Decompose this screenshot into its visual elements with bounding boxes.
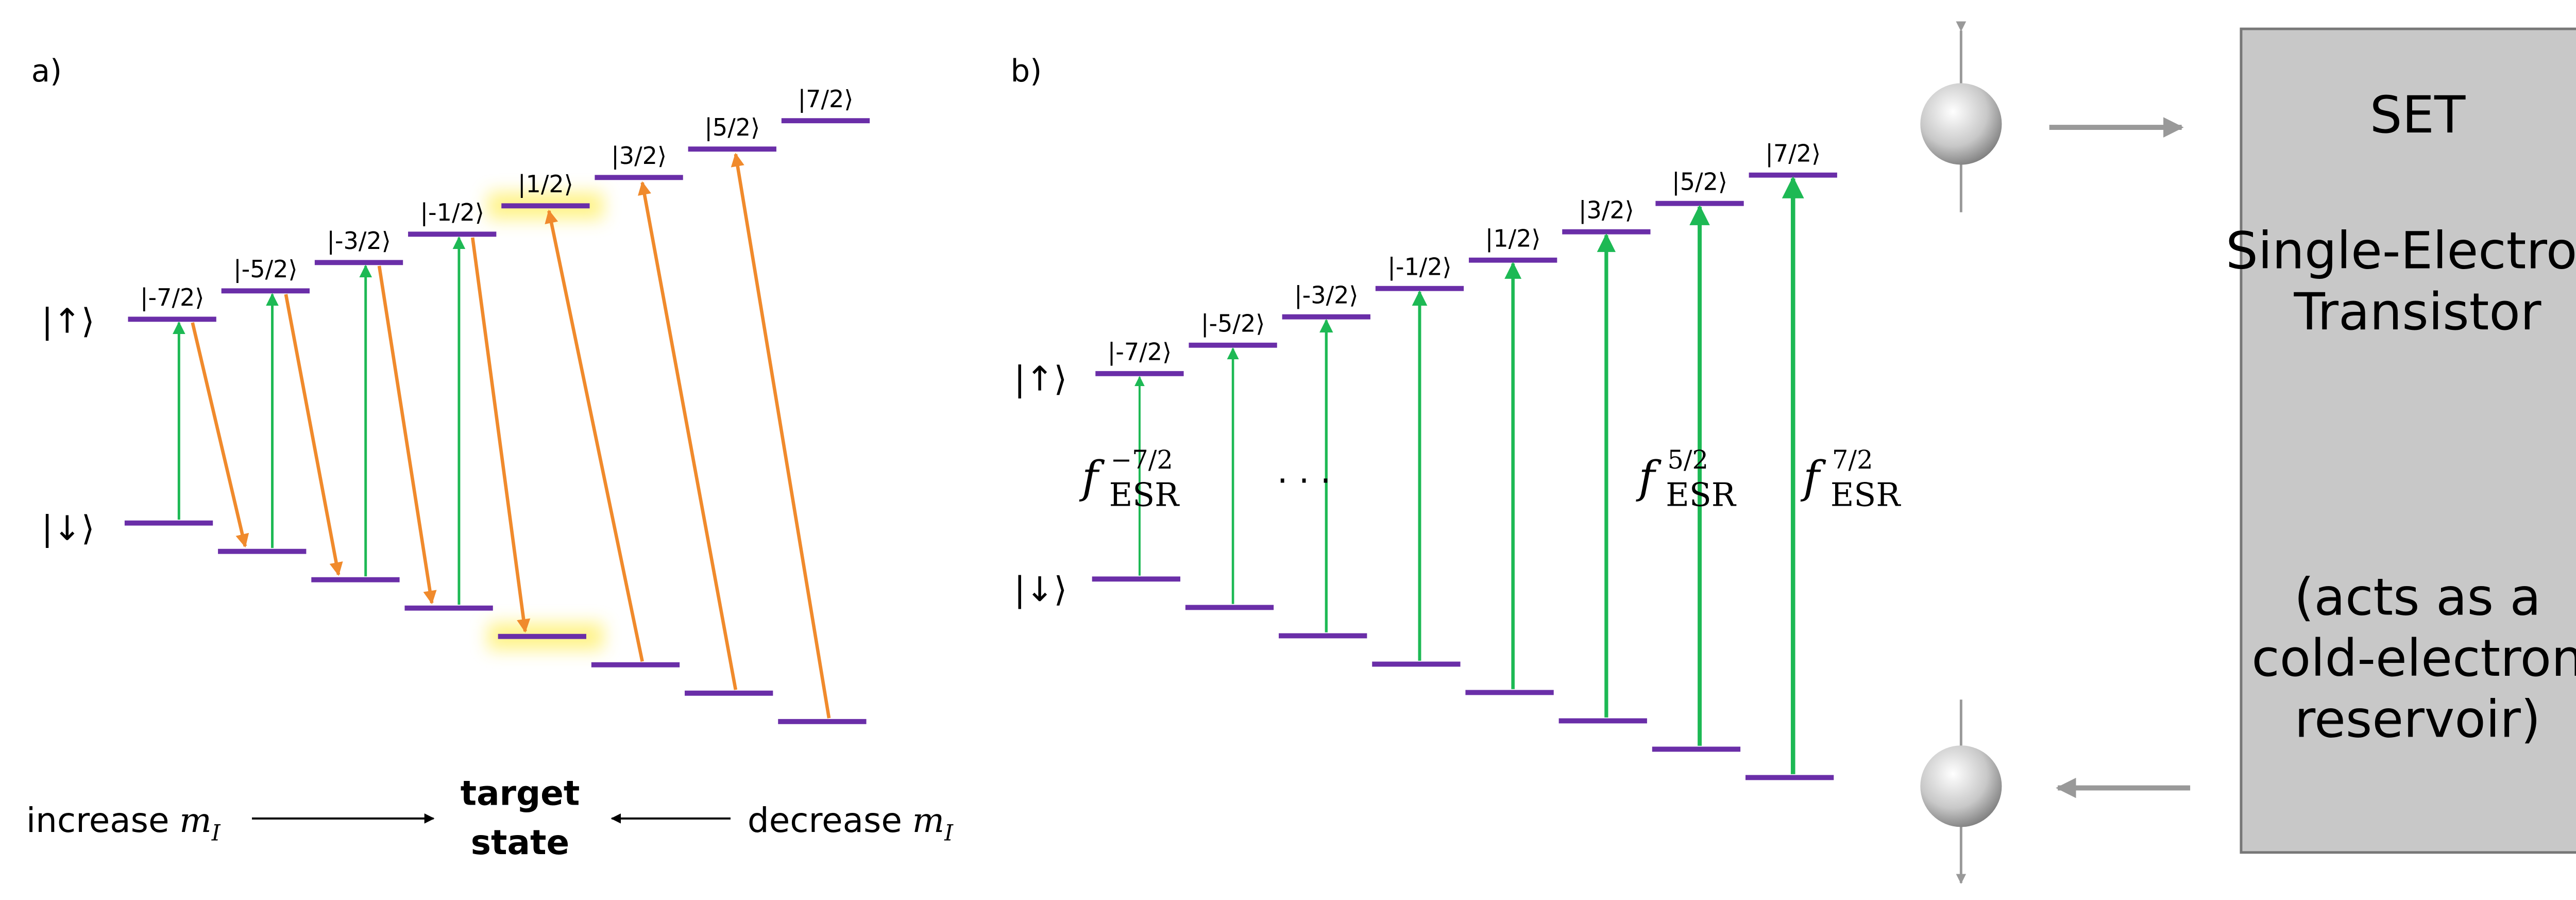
level-label: |7/2⟩ [1765,139,1821,168]
level-label: |5/2⟩ [1672,168,1727,196]
level-label: |-5/2⟩ [1201,309,1265,338]
level-label: |3/2⟩ [611,142,667,170]
spheres [1920,21,2191,885]
label-text: decrease [748,801,902,840]
transition-arrow [470,237,531,633]
esr-f: f [1635,452,1662,503]
level-label: |-1/2⟩ [1387,253,1451,281]
panel-label: a) [31,53,62,89]
axis-label: decrease mI [748,801,954,846]
level-label: |5/2⟩ [704,113,760,142]
set-note: (acts as a [2294,568,2541,627]
set-note: reservoir) [2295,690,2541,749]
transition-arrow [731,153,831,719]
level-label: |-7/2⟩ [1108,338,1172,366]
panel-label: b) [1011,53,1042,89]
subscript: I [944,821,954,846]
ellipsis: · · · [1277,461,1331,501]
label-text: increase [26,801,170,840]
level-label: |-7/2⟩ [140,284,204,312]
esr-sub: ESR [1666,476,1737,514]
level-label: |7/2⟩ [798,85,854,113]
level-label: |3/2⟩ [1579,196,1634,224]
spin-up-label: |↑⟩ [1014,359,1067,399]
level-label: |-3/2⟩ [327,227,391,255]
symbol: m [912,801,944,840]
axis-label: increase mI [26,801,221,846]
subscript: I [211,821,221,846]
spin-down-label: |↓⟩ [1014,570,1067,609]
set-note: cold-electron [2251,629,2576,688]
level-label: |-1/2⟩ [420,198,484,227]
level-label: |-5/2⟩ [233,255,297,284]
target-label: state [471,823,569,862]
spin-down-label: |↓⟩ [41,509,94,548]
transition-arrow [377,265,437,605]
esr-sup: −7/2 [1111,445,1173,475]
symbol: m [179,801,211,840]
spin-up-label: |↑⟩ [41,302,94,341]
level-label: |-3/2⟩ [1294,281,1358,309]
esr-sub: ESR [1831,476,1902,514]
esr-sup: 5/2 [1667,445,1708,475]
transition-arrow [284,294,343,576]
esr-f: f [1079,452,1105,503]
transition-arrow [191,322,249,548]
set-title: SET [2370,86,2466,145]
transition-arrow [545,209,644,662]
set-box [2240,27,2576,854]
level-label: |1/2⟩ [518,170,573,198]
set-name: Transistor [2294,282,2541,342]
target-label: target [461,774,580,813]
transition-arrow [638,181,738,690]
set-name: Single-Electron [2226,222,2576,281]
level-label: |1/2⟩ [1485,224,1541,253]
esr-sup: 7/2 [1832,445,1873,475]
esr-sub: ESR [1109,476,1180,514]
esr-f: f [1800,452,1826,503]
